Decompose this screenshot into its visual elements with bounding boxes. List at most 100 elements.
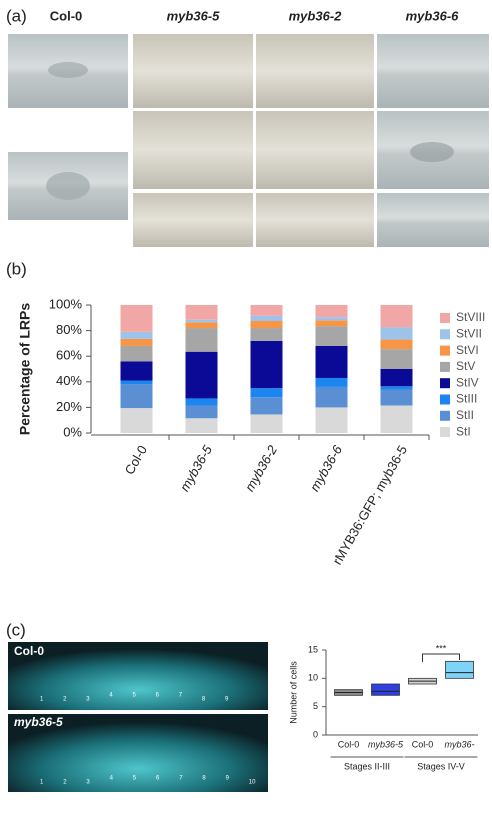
- bar-segment: [186, 322, 218, 328]
- legend-swatch: [440, 411, 450, 421]
- bar-segment: [316, 378, 348, 387]
- bar-segment: [381, 405, 413, 433]
- x-tick-label: myb36-2: [242, 442, 281, 494]
- legend-label: StII: [456, 408, 474, 422]
- bar-segment: [381, 369, 413, 386]
- micrograph: [256, 34, 374, 108]
- x-tick-label: myb36-5: [177, 442, 216, 494]
- bar-segment: [121, 346, 153, 361]
- y-tick-label: 80%: [56, 322, 82, 337]
- x-tick-label: Col-0: [412, 739, 434, 749]
- panel-label: (c): [6, 620, 26, 639]
- x-tick-label: rMYB36:GFP; myb36-5: [330, 443, 411, 568]
- legend-label: StVI: [456, 343, 479, 357]
- bar-segment: [381, 389, 413, 405]
- x-tick-label: Col-0: [338, 739, 360, 749]
- column-header: myb36-5: [167, 8, 221, 23]
- bar-segment: [186, 418, 218, 433]
- significance-bracket: [423, 654, 460, 662]
- legend-swatch: [440, 313, 450, 323]
- confocal-image: [8, 642, 268, 710]
- bar-segment: [316, 320, 348, 326]
- y-tick-label: 0%: [63, 424, 82, 439]
- group-label: Stages IV-V: [417, 761, 465, 771]
- bar-segment: [316, 305, 348, 317]
- bar-segment: [316, 346, 348, 378]
- bar-segment: [381, 327, 413, 339]
- y-tick-label: 100%: [49, 296, 83, 311]
- panel-label: (b): [6, 259, 27, 278]
- cell-number: 10: [249, 780, 256, 786]
- bar-segment: [251, 305, 283, 316]
- column-header: Col-0: [50, 8, 83, 23]
- figure: (a) (b) (c) Col-0myb36-5myb36-2myb36-6Co…: [0, 0, 492, 815]
- micrograph: [377, 193, 489, 247]
- legend-swatch: [440, 329, 450, 339]
- bar-segment: [251, 388, 283, 397]
- micrograph: [133, 34, 253, 108]
- y-tick-label: 10: [308, 673, 318, 683]
- bar-segment: [186, 328, 218, 352]
- image-title: myb36-5: [14, 715, 63, 729]
- micrograph: [256, 111, 374, 189]
- y-tick-label: 60%: [56, 348, 82, 363]
- panel-label: (a): [6, 6, 27, 25]
- y-tick-label: 0: [313, 729, 318, 739]
- x-tick-label: myb36-6: [307, 442, 346, 494]
- bar-segment: [381, 386, 413, 389]
- column-header: myb36-6: [406, 8, 460, 23]
- x-tick-label: Col-0: [122, 443, 151, 477]
- bar-segment: [316, 317, 348, 320]
- y-axis-label: Number of cells: [288, 661, 298, 724]
- annotation: ***: [436, 643, 447, 653]
- bar-segment: [251, 316, 283, 321]
- primordium: [46, 172, 90, 200]
- bar-segment: [381, 305, 413, 327]
- box: [372, 684, 400, 695]
- primordium: [410, 142, 454, 162]
- bar-segment: [251, 341, 283, 388]
- micrographs: [8, 34, 489, 247]
- y-axis-label: Percentage of LRPs: [17, 303, 33, 435]
- y-tick-label: 40%: [56, 373, 82, 388]
- micrograph: [377, 34, 489, 108]
- legend-swatch: [440, 427, 450, 437]
- bar-segment: [251, 414, 283, 433]
- legend-swatch: [440, 378, 450, 388]
- x-tick-label: myb36-: [444, 739, 474, 749]
- bar-segment: [121, 408, 153, 433]
- group-label: Stages II-III: [344, 761, 390, 771]
- bar-segment: [186, 320, 218, 323]
- legend-label: StVII: [456, 326, 482, 340]
- cell-number: 11: [272, 780, 279, 786]
- bar-segment: [121, 339, 153, 346]
- bar-segment: [381, 340, 413, 350]
- bar-segment: [186, 405, 218, 418]
- legend-label: StIV: [456, 375, 479, 389]
- bar-segment: [186, 352, 218, 399]
- x-tick-label: myb36-5: [368, 739, 404, 749]
- legend-swatch: [440, 346, 450, 356]
- legend-swatch: [440, 362, 450, 372]
- y-tick-label: 5: [313, 701, 318, 711]
- column-header: myb36-2: [289, 8, 343, 23]
- bar-segment: [381, 349, 413, 369]
- micrograph: [133, 193, 253, 247]
- bar-segment: [121, 305, 153, 332]
- bar-segment: [251, 397, 283, 414]
- micrograph: [133, 111, 253, 189]
- legend-label: StI: [456, 424, 471, 438]
- bar-segment: [316, 407, 348, 433]
- bar-segment: [121, 332, 153, 339]
- bar-segment: [121, 361, 153, 380]
- bar-segment: [186, 305, 218, 320]
- bar-segment: [186, 398, 218, 405]
- legend-label: StVIII: [456, 310, 485, 324]
- bar-segment: [316, 387, 348, 407]
- bar-segment: [121, 384, 153, 408]
- primordium: [48, 62, 88, 78]
- legend-label: StV: [456, 359, 475, 373]
- legend-label: StIII: [456, 392, 477, 406]
- bar-segment: [121, 381, 153, 385]
- micrograph: [256, 193, 374, 247]
